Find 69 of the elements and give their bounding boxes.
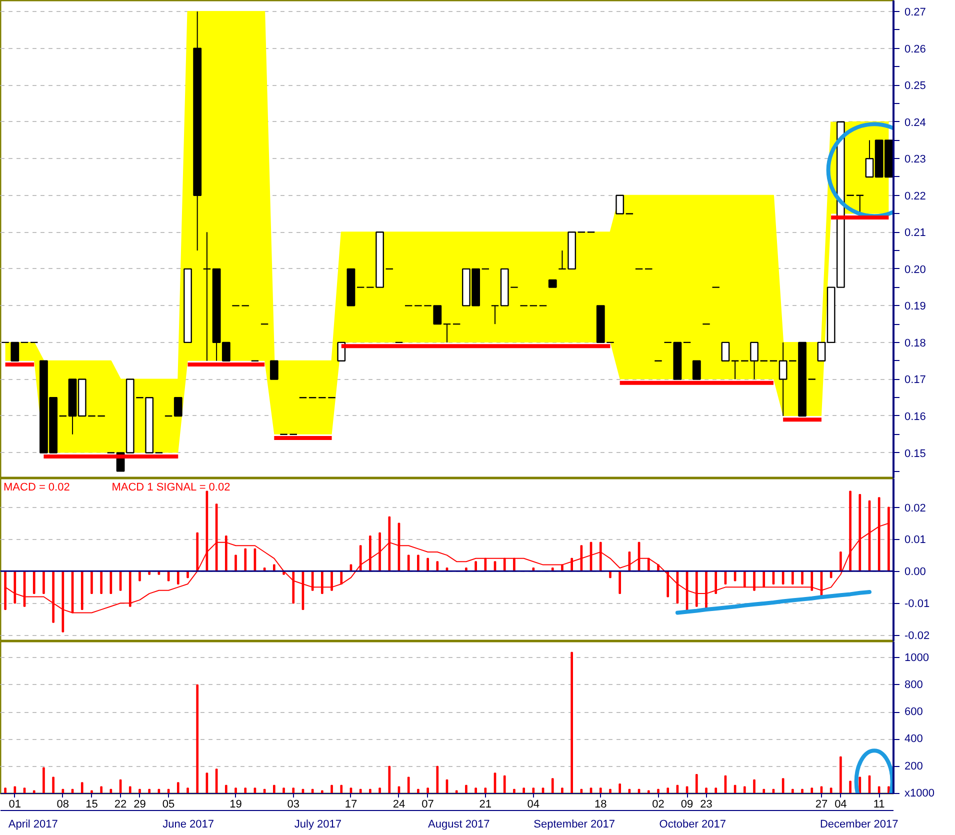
candlestick	[673, 342, 682, 380]
y-tick-label: 600	[904, 706, 923, 718]
chart-title: MACD = 0.02	[4, 482, 70, 494]
y-tick-label: 0.24	[904, 116, 926, 129]
candlestick	[616, 194, 624, 214]
x-tick-label: 03	[287, 798, 300, 810]
y-tick-label: -0.02	[904, 630, 930, 642]
line-series	[675, 590, 872, 615]
y-tick-label: 0.22	[904, 190, 926, 202]
y-tick-label: 0.21	[904, 227, 926, 240]
text: April 2017	[8, 818, 58, 830]
y-tick-label: 0.25	[904, 80, 926, 92]
y-tick-label: 0.20	[904, 264, 926, 276]
x-tick-label: 02	[652, 798, 664, 810]
text: October 2017	[659, 818, 726, 830]
y-tick-label: 0.02	[904, 502, 926, 514]
candlestick	[730, 360, 740, 380]
y-tick-label: 0.01	[904, 534, 926, 546]
y-tick-label: 0.18	[904, 337, 926, 350]
y-tick-label: 400	[904, 733, 923, 746]
text: June 2017	[162, 818, 214, 830]
candlestick	[270, 360, 278, 380]
x-tick-label: 05	[162, 798, 175, 810]
candlestick	[490, 305, 500, 325]
candlestick	[548, 279, 557, 288]
y-tick-label: 800	[904, 678, 923, 691]
y-tick-label: 0.17	[904, 374, 926, 386]
candlestick	[442, 323, 452, 343]
x-tick-label: 04	[527, 798, 540, 810]
candlestick	[692, 360, 701, 380]
y-tick-label: 0.15	[904, 448, 926, 460]
y-tick-label: 0.00	[904, 566, 926, 578]
x-tick-label: 11	[873, 798, 885, 810]
y-tick-label: 1000	[904, 652, 929, 664]
x-tick-label: 19	[230, 798, 242, 810]
y-tick-label: 0.16	[904, 410, 926, 423]
y-tick-label: 0.19	[904, 300, 926, 313]
x-tick-label: 27	[815, 798, 828, 810]
text: December 2017	[820, 818, 898, 830]
candlestick	[346, 268, 356, 306]
x-tick-label: 09	[680, 798, 694, 810]
x-tick-label: 24	[392, 798, 406, 810]
y-tick-label: 0.26	[904, 43, 926, 56]
candlestick	[202, 232, 212, 362]
candlestick	[174, 397, 182, 417]
y-tick-label: x1000	[904, 788, 934, 800]
x-tick-label: 21	[479, 798, 492, 810]
x-tick-label: 22	[114, 798, 127, 810]
x-tick-label: 18	[594, 798, 607, 810]
x-tick-label: 29	[134, 798, 146, 810]
x-tick-label: 23	[700, 798, 712, 810]
x-tick-label: 17	[344, 798, 358, 810]
x-tick-label: 01	[8, 798, 22, 810]
x-tick-label: 07	[422, 798, 434, 810]
y-tick-label: 0.27	[904, 6, 926, 19]
text: August 2017	[428, 818, 490, 830]
candlestick	[184, 268, 192, 344]
x-tick-label: 15	[86, 798, 98, 810]
chart-subtitle: MACD 1 SIGNAL = 0.02	[112, 482, 230, 494]
candlestick	[193, 11, 202, 252]
text: September 2017	[534, 818, 615, 830]
y-tick-label: -0.01	[904, 598, 930, 610]
y-tick-label: 0.23	[904, 154, 926, 166]
x-tick-label: 04	[834, 798, 847, 810]
x-tick-label: 08	[56, 798, 70, 810]
candlestick	[721, 342, 730, 362]
candlestick	[856, 194, 864, 214]
y-tick-label: 200	[904, 760, 923, 772]
text: July 2017	[294, 818, 342, 830]
